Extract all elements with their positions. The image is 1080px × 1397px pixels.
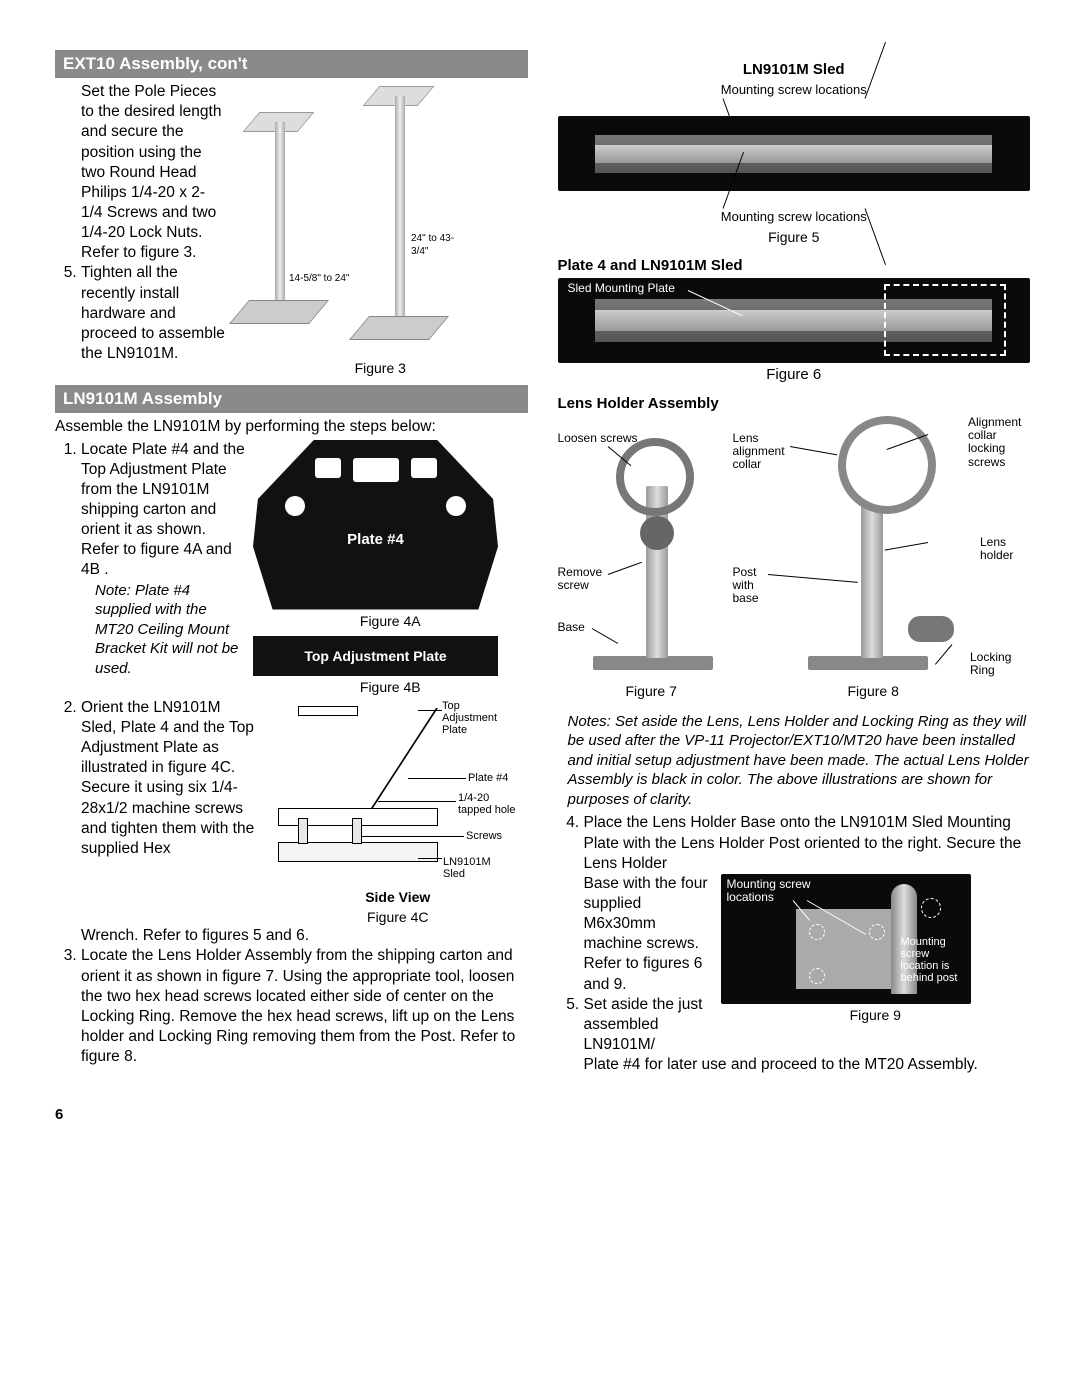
fig9-locations: Mounting screw locations [727, 878, 827, 904]
section-header-ln9101m: LN9101M Assembly [55, 385, 528, 413]
fig8-caption: Figure 8 [848, 684, 899, 699]
sled-title: LN9101M Sled [558, 60, 1031, 80]
fig4c-plate4: Plate #4 [468, 772, 508, 784]
left-column: EXT10 Assembly, con't Set the Pole Piece… [55, 50, 528, 1075]
step4b: Base with the four supplied M6x30mm mach… [584, 875, 708, 993]
fig4c-topadj: Top Adjustment Plate [442, 700, 513, 736]
ext10-steps: Set the Pole Pieces to the desired lengt… [55, 82, 225, 364]
fig4a-caption: Figure 4A [253, 612, 528, 630]
ln9101m-step2a: Orient the LN9101M Sled, Plate 4 and the… [81, 699, 254, 857]
fig4c-tapped: 1/4-20 tapped hole [458, 792, 518, 816]
fig3-dim-left: 14-5/8" to 24" [289, 272, 349, 285]
ln9101m-step5: Set aside the just assembled LN9101M/ [584, 995, 713, 1055]
fig8-collar-lock: Alignment collar locking screws [968, 416, 1030, 469]
ln9101m-step2b: Wrench. Refer to figures 5 and 6. [55, 926, 528, 946]
step5b: Plate #4 for later use and proceed to th… [558, 1055, 1031, 1075]
ln9101m-intro: Assemble the LN9101M by performing the s… [55, 417, 528, 437]
fig5-bottom-label: Mounting screw locations [558, 209, 1031, 226]
fig3-dim-right: 24" to 43-3/4" [411, 232, 458, 258]
fig7-caption: Figure 7 [626, 684, 677, 699]
ln9101m-step1-text: Locate Plate #4 and the Top Adjustment P… [81, 441, 245, 579]
figure-4a: Plate #4 [253, 440, 498, 610]
ext10-step5-text: Tighten all the recently install hardwar… [81, 264, 225, 362]
ln9101m-step2: Orient the LN9101M Sled, Plate 4 and the… [81, 698, 260, 859]
ext10-step4: Set the Pole Pieces to the desired lengt… [81, 82, 225, 263]
fig4b-label: Top Adjustment Plate [304, 647, 446, 665]
step5a: Set aside the just assembled LN9101M/ [584, 996, 703, 1053]
fig8-post: Post with base [733, 566, 773, 606]
figure-7-8: Loosen screws Remove screw Base Lens ali… [558, 416, 1031, 706]
fig4c-sideview: Side View [268, 888, 528, 906]
lens-notes: Notes: Set aside the Lens, Lens Holder a… [558, 712, 1031, 810]
ln9101m-step1: Locate Plate #4 and the Top Adjustment P… [81, 440, 245, 581]
figure-4b: Top Adjustment Plate [253, 636, 498, 676]
figure-3: 14-5/8" to 24" 24" to 43-3/4" Figure 3 [233, 82, 528, 377]
fig4c-screws: Screws [466, 830, 502, 842]
ln9101m-step3-text: Locate the Lens Holder Assembly from the… [81, 947, 515, 1065]
fig8-lens-holder: Lens holder [980, 536, 1030, 562]
note-plate4: Note: Plate #4 supplied with the MT20 Ce… [55, 581, 245, 679]
ext10-step5: Tighten all the recently install hardwar… [81, 263, 225, 364]
figure-5 [558, 116, 1031, 191]
figure-6: Sled Mounting Plate [558, 278, 1031, 363]
fig7-loosen: Loosen screws [558, 432, 638, 445]
plate4-sled-title: Plate 4 and LN9101M Sled [558, 256, 1031, 276]
fig7-base: Base [558, 621, 585, 634]
fig8-locking-ring: Locking Ring [970, 651, 1020, 677]
fig4c-caption: Figure 4C [268, 908, 528, 926]
fig8-align-collar: Lens alignment collar [733, 432, 793, 472]
page-number: 6 [55, 1105, 1030, 1125]
figure-9: Mounting screw locations Mounting screw … [721, 874, 971, 1004]
fig4b-caption: Figure 4B [253, 678, 528, 696]
ln9101m-step2-block: Orient the LN9101M Sled, Plate 4 and the… [55, 698, 260, 859]
lens-title: Lens Holder Assembly [558, 394, 1031, 414]
fig9-behind: Mounting screw location is behind post [901, 936, 967, 984]
ext10-step4-text: Set the Pole Pieces to the desired lengt… [81, 83, 221, 261]
ln9101m-step1-block: Locate Plate #4 and the Top Adjustment P… [55, 440, 245, 678]
fig4c-sled: LN9101M Sled [443, 856, 513, 880]
figure-4c: Top Adjustment Plate Plate #4 1/4-20 tap… [268, 698, 513, 888]
fig5-top-label: Mounting screw locations [558, 82, 1031, 99]
step4a: Place the Lens Holder Base onto the LN91… [584, 814, 1022, 871]
fig5-caption: Figure 5 [558, 228, 1031, 246]
section-header-ext10: EXT10 Assembly, con't [55, 50, 528, 78]
ln9101m-step3: Locate the Lens Holder Assembly from the… [81, 946, 528, 1067]
fig4a-label: Plate #4 [253, 532, 498, 549]
fig6-caption: Figure 6 [558, 365, 1031, 385]
ln9101m-step4: Place the Lens Holder Base onto the LN91… [584, 813, 1031, 873]
fig6-plate-label: Sled Mounting Plate [568, 282, 675, 295]
right-column: LN9101M Sled Mounting screw locations Mo… [558, 50, 1031, 1075]
fig7-remove: Remove screw [558, 566, 613, 592]
fig9-caption: Figure 9 [721, 1006, 1031, 1024]
fig3-caption: Figure 3 [233, 359, 528, 377]
